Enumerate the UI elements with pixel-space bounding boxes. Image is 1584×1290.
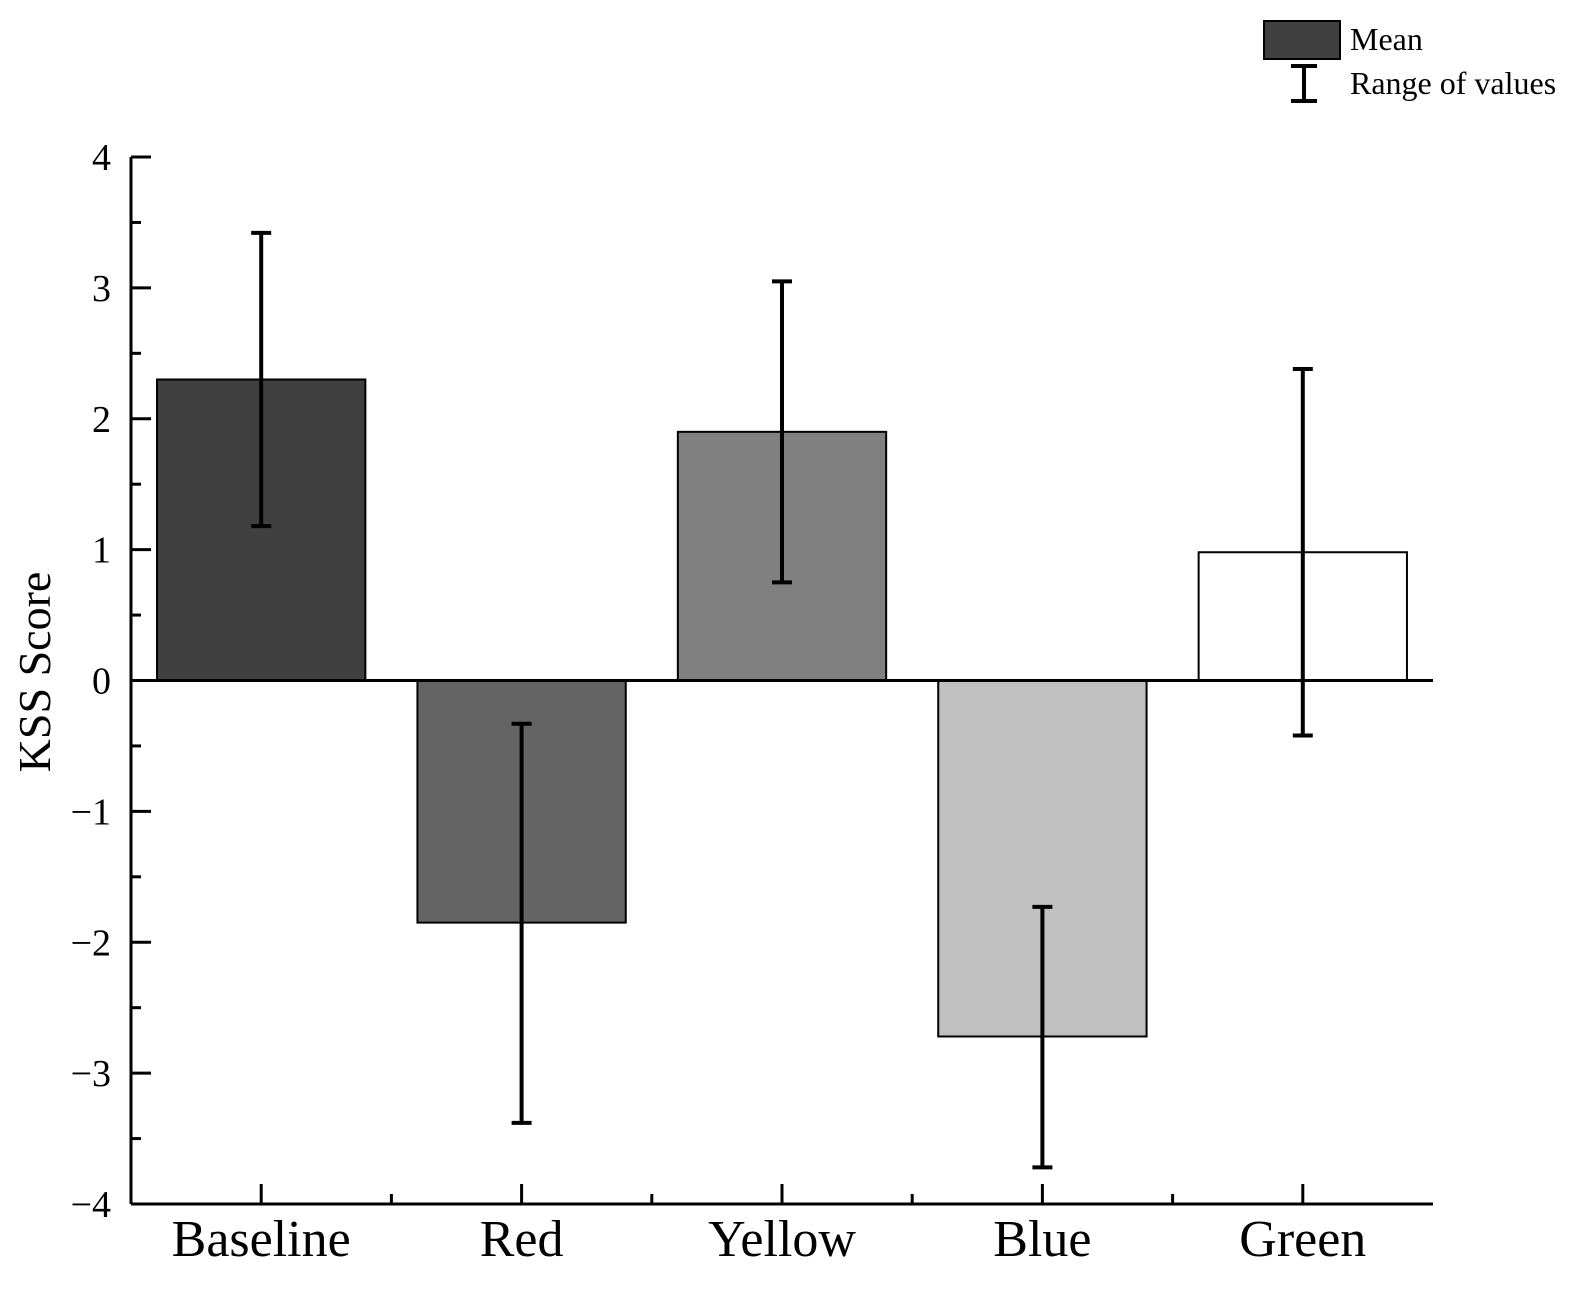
y-axis-title: KSS Score — [9, 572, 60, 773]
kss-bar-chart: 4 3 2 1 0 −1 −2 −3 −4 Baseline Red Yellow Blue Green… — [0, 0, 1584, 1290]
y-tick-label: −1 — [71, 791, 111, 833]
y-tick-label: 1 — [92, 530, 111, 572]
legend-range-label: Range of values — [1350, 65, 1556, 101]
y-tick-label: 4 — [92, 137, 111, 179]
y-ticks: 4 3 2 1 0 −1 −2 −3 −4 — [71, 137, 151, 1226]
x-tick-label-blue: Blue — [993, 1211, 1091, 1268]
x-tick-label-green: Green — [1239, 1211, 1366, 1268]
y-tick-label: 0 — [92, 661, 111, 703]
legend-mean-label: Mean — [1350, 21, 1423, 57]
x-tick-label-red: Red — [480, 1211, 564, 1268]
errorbars-layer — [251, 233, 1313, 1167]
legend: Mean Range of values — [1264, 21, 1556, 101]
y-tick-label: −3 — [71, 1053, 111, 1095]
x-tick-label-baseline: Baseline — [172, 1211, 351, 1268]
x-ticks: Baseline Red Yellow Blue Green — [172, 1184, 1367, 1268]
y-tick-label: −2 — [71, 922, 111, 964]
legend-mean-swatch — [1264, 21, 1340, 59]
y-tick-label: −4 — [71, 1184, 111, 1226]
legend-errorbar-icon — [1291, 66, 1317, 101]
y-tick-label: 3 — [92, 268, 111, 310]
y-tick-label: 2 — [92, 399, 111, 441]
x-tick-label-yellow: Yellow — [708, 1211, 856, 1268]
